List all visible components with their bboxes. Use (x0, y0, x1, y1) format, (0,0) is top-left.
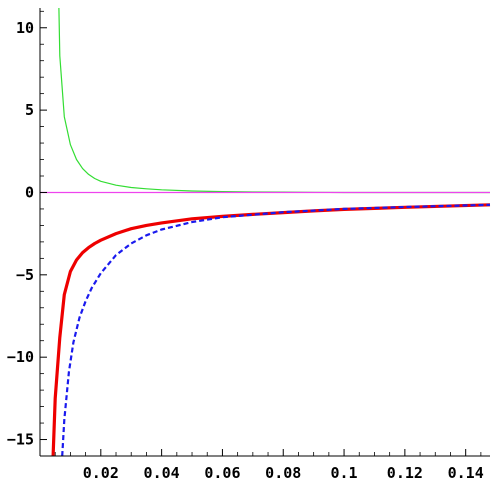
x-tick-label: 0.06 (204, 464, 240, 482)
y-tick-label: 5 (25, 101, 34, 119)
x-axis-ticks: 0.02 0.04 0.06 0.08 0.1 0.12 0.14 (54, 449, 484, 482)
x-tick-label: 0.1 (331, 464, 358, 482)
series-layer (40, 7, 491, 457)
y-axis-ticks: 10 5 0 −5 −10 −15 (7, 10, 47, 457)
x-tick-label: 0.04 (144, 464, 180, 482)
x-tick-label: 0.12 (387, 464, 423, 482)
axes-layer (39, 8, 490, 457)
y-tick-label: −5 (16, 266, 34, 284)
x-tick-label: 0.08 (265, 464, 301, 482)
y-tick-label: −10 (7, 348, 34, 366)
x-tick-label: 0.14 (448, 464, 484, 482)
series-line-3 (51, 203, 491, 457)
y-tick-label: 0 (25, 183, 34, 201)
series-line-4 (61, 203, 491, 457)
series-line-1 (58, 7, 490, 194)
y-tick-label: −15 (7, 431, 34, 449)
y-tick-label: 10 (16, 19, 34, 37)
x-tick-label: 0.02 (83, 464, 119, 482)
